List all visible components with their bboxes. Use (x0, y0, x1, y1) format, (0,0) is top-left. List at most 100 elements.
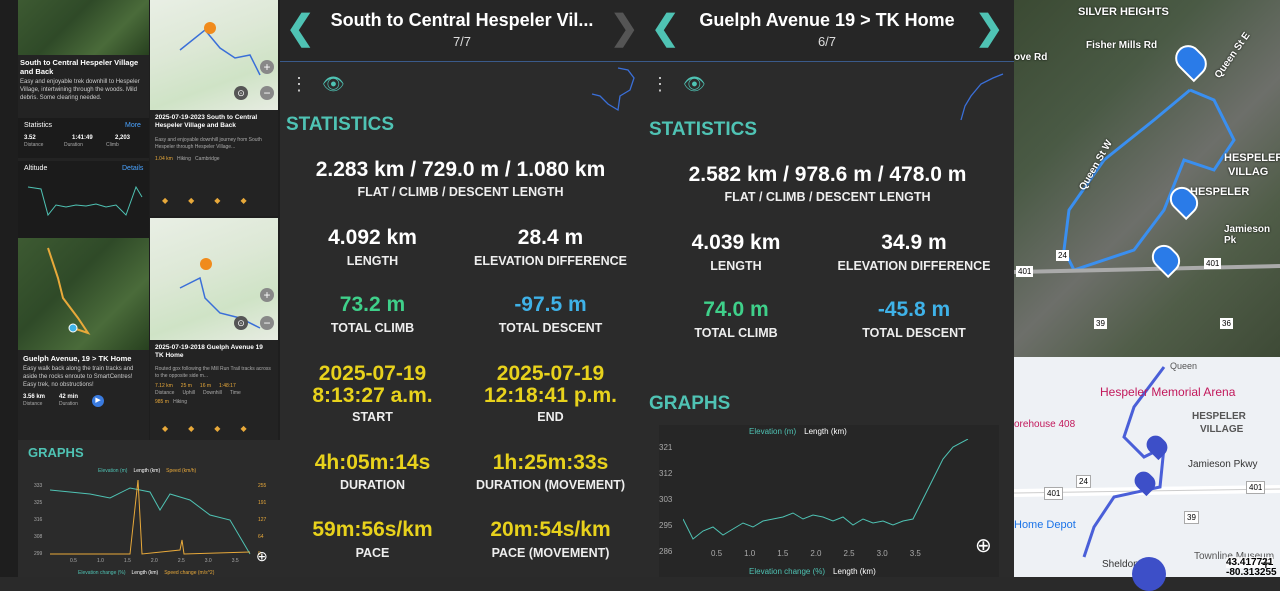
route-card-1[interactable]: South to Central Hespeler Village and Ba… (18, 55, 149, 238)
statistics-heading: STATISTICS (649, 119, 758, 140)
start-label: START (352, 410, 393, 424)
tick: 2.5 (843, 549, 855, 558)
highway-24-badge: 24 (1056, 250, 1069, 261)
zoom-in-icon[interactable]: + (260, 288, 274, 302)
navigation-button[interactable] (1132, 557, 1166, 591)
zoom-in-icon[interactable]: + (1260, 553, 1272, 575)
trail-map-thumbnail-2[interactable]: + ⊙ − (150, 0, 278, 110)
tick: 333 (34, 483, 43, 489)
elevation-difference-label: ELEVATION DIFFERENCE (837, 259, 991, 273)
duration-movement-value: 1h:25m:33s (492, 451, 609, 474)
total-descent-value: -45.8 m (877, 298, 951, 321)
action-icons[interactable]: ◆◆◆◆ (162, 196, 267, 205)
duration-label: Duration (59, 401, 78, 407)
trail-map-thumbnail-3[interactable] (18, 238, 149, 350)
street-label-queen: Queen (1170, 361, 1198, 371)
route-title: 2025-07-19-2018 Guelph Avenue 19 TK Home (155, 344, 263, 359)
tick: 3.5 (909, 549, 921, 558)
action-icons[interactable]: ◆◆◆◆ (162, 424, 267, 433)
route-description: Easy and enjoyable trek downhill to Hesp… (20, 79, 140, 101)
sub-distance: 985 m (155, 399, 169, 405)
y-axis-ticks: 321 312 303 295 286 (659, 435, 672, 565)
trail-map-thumbnail-4[interactable]: + ⊙ − (150, 218, 278, 340)
distance-value: 1.04 km (155, 156, 173, 162)
route-description: Easy walk back along the train tracks an… (23, 366, 134, 388)
route-title: South to Central Hespeler Vil... (330, 10, 594, 30)
satellite-map[interactable]: SILVER HEIGHTS Fisher Mills Rd ove Rd Qu… (1014, 0, 1280, 357)
tick: 303 (659, 495, 673, 504)
distance-value: 3.56 km (23, 394, 46, 400)
locate-icon[interactable]: ⊙ (234, 86, 248, 100)
pace-value: 59m:56s/km (312, 518, 433, 541)
map-label: Jamieson Pk (1224, 224, 1271, 246)
duration-movement-label: DURATION (MOVEMENT) (475, 478, 626, 492)
flat-climb-descent-label: FLAT / CLIMB / DESCENT LENGTH (724, 190, 931, 204)
downhill-value: 16 m (199, 383, 212, 389)
total-descent-label: TOTAL DESCENT (862, 326, 966, 340)
route-overlay (1014, 88, 1280, 274)
zoom-icon[interactable]: ⊕ (256, 548, 268, 564)
locate-icon[interactable]: ⊙ (234, 316, 248, 330)
zoom-in-icon[interactable]: + (260, 60, 274, 74)
total-climb-value: 73.2 m (339, 293, 406, 316)
distance-label: Distance (155, 390, 175, 396)
page-indicator: 6/7 (817, 34, 837, 49)
tick: 3.0 (204, 558, 212, 564)
route-card-3[interactable]: Guelph Avenue, 19 > TK Home Easy walk ba… (18, 350, 149, 440)
play-icon[interactable]: ▶ (92, 395, 105, 407)
legend-item: Speed change (m/s^2) (164, 570, 215, 576)
highway-24-badge: 24 (1076, 475, 1091, 488)
road-39-badge: 39 (1184, 511, 1199, 524)
zoom-out-icon[interactable]: − (260, 316, 274, 330)
more-options-icon[interactable]: ⋮ (651, 74, 669, 94)
right-axis-ticks: 255 191 127 64 0 (258, 478, 266, 563)
distance-label: Distance (24, 142, 44, 148)
street-label-sheldon: Sheldon D (1102, 559, 1149, 570)
route-path (47, 247, 91, 335)
time-label: Time (229, 390, 241, 396)
tick: 127 (258, 517, 267, 523)
zoom-out-icon[interactable]: − (260, 86, 274, 100)
road-map[interactable]: Hespeler Memorial Arena HESPELER VILLAGE… (1014, 357, 1280, 591)
chevron-right-icon[interactable]: ❯ (975, 9, 1004, 47)
trail-map-thumbnail-1[interactable] (18, 0, 149, 55)
length-label: LENGTH (710, 259, 762, 273)
details-link[interactable]: Details (122, 165, 144, 172)
tick: 1.0 (96, 558, 104, 564)
tick: 286 (659, 547, 673, 556)
altitude-section: Altitude Details (18, 161, 149, 238)
legend-item: Length (km) (833, 567, 876, 576)
elevation-difference-value: 28.4 m (517, 226, 584, 249)
eye-icon[interactable]: 👁 (322, 74, 345, 94)
tick: 0.5 (711, 549, 723, 558)
end-label: END (537, 410, 564, 424)
stats-panel-1: ❮ South to Central Hespeler Vil... 7/7 ❯… (280, 0, 641, 577)
page-indicator: 7/7 (452, 34, 472, 49)
route-card-4[interactable]: 2025-07-19-2018 Guelph Avenue 19 TK Home… (150, 340, 278, 440)
duration-value: 4h:05m:14s (314, 451, 431, 474)
eye-icon[interactable]: 👁 (683, 74, 706, 94)
left-graphs-section: GRAPHS Elevation (m) Length (km) Speed (… (18, 440, 280, 577)
zoom-icon[interactable]: ⊕ (975, 535, 992, 557)
altitude-label: Altitude (24, 165, 48, 172)
more-link[interactable]: More (125, 122, 141, 129)
route-card-2[interactable]: 2025-07-19-2023 South to Central Hespele… (150, 110, 278, 216)
map-label: Fisher Mills Rd (1086, 40, 1158, 51)
chevron-left-icon[interactable]: ❮ (651, 9, 680, 47)
distance-label: Distance (23, 401, 43, 407)
tick: 316 (34, 517, 43, 523)
start-time: 8:13:27 a.m. (312, 384, 433, 407)
duration-value: 42 min (59, 394, 79, 400)
more-options-icon[interactable]: ⋮ (290, 74, 308, 94)
tick: 191 (258, 500, 267, 506)
tick: 255 (258, 483, 267, 489)
length-value: 4.039 km (691, 231, 781, 254)
duration-label: Duration (64, 142, 83, 148)
chevron-right-icon[interactable]: ❯ (610, 9, 639, 47)
downhill-label: Downhill (202, 390, 222, 396)
chevron-left-icon[interactable]: ❮ (286, 9, 315, 47)
coordinate-readout-lat: 43.417721 (1226, 557, 1274, 568)
total-climb-value: 74.0 m (703, 298, 769, 321)
start-date: 2025-07-19 (318, 362, 427, 385)
map-label: VILLAG (1228, 166, 1269, 178)
